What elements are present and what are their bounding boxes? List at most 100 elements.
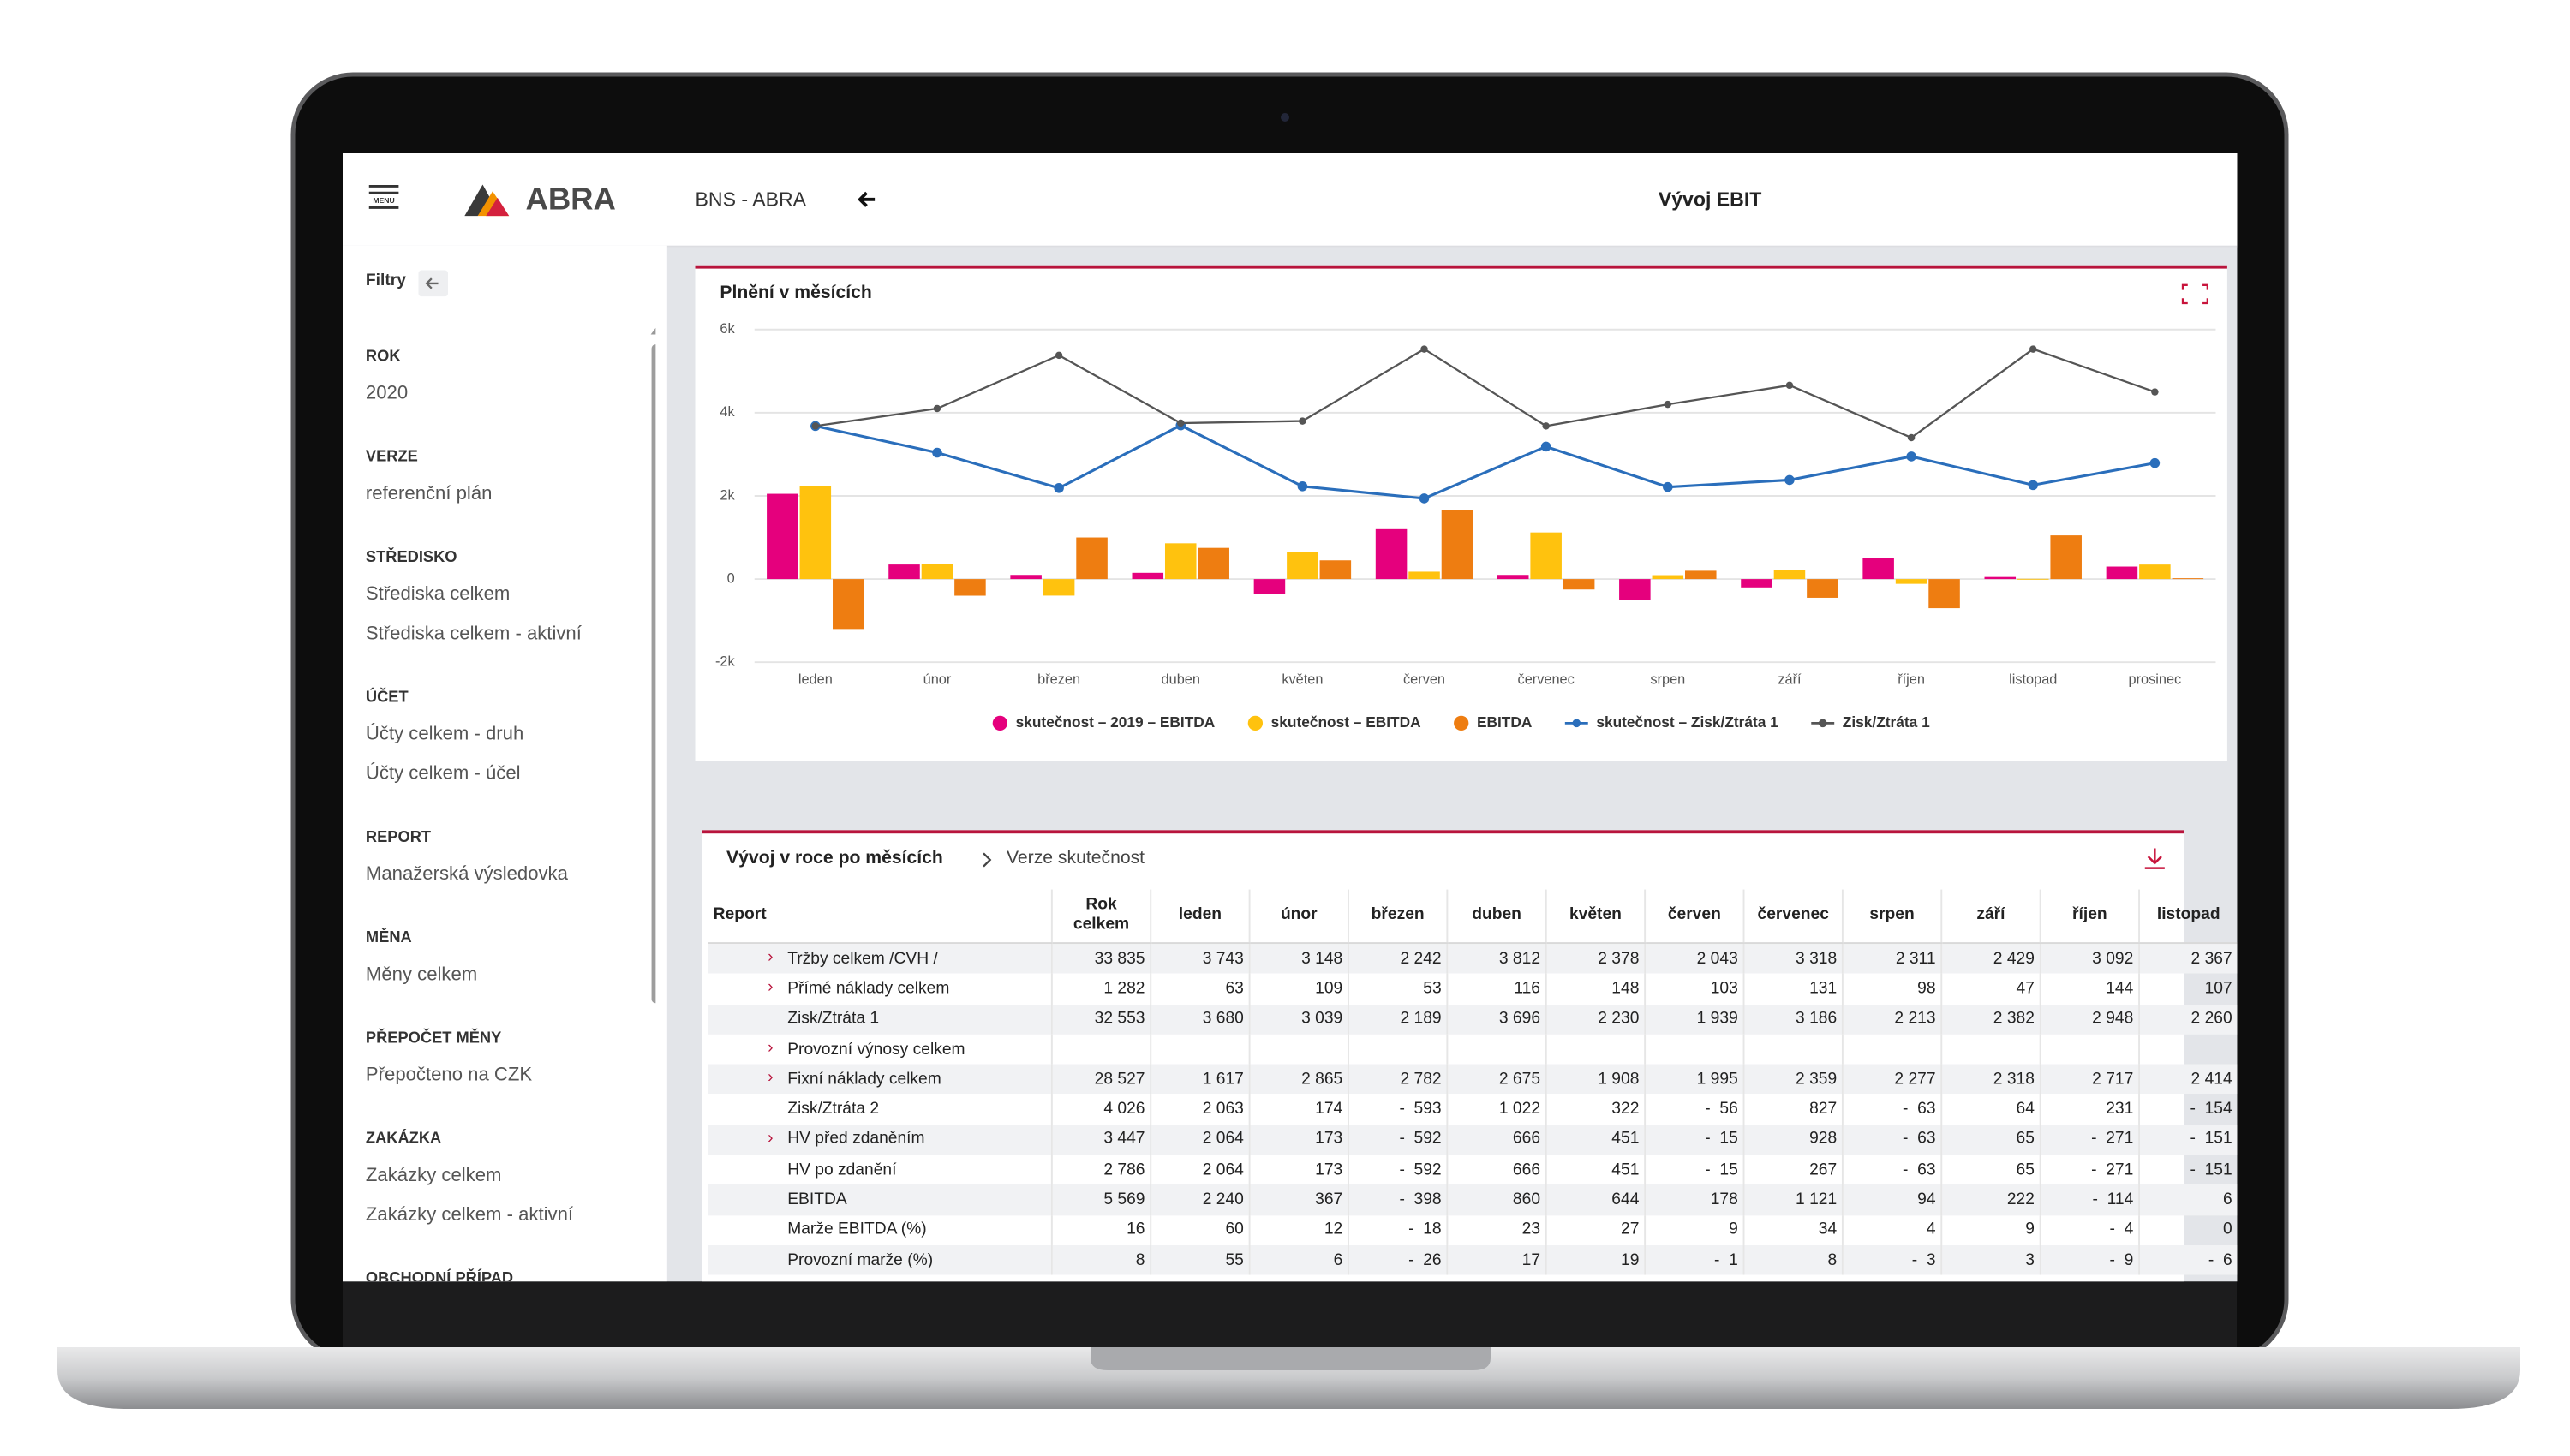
scroll-thumb [651,344,656,1004]
x-tick-label: listopad [2009,672,2057,688]
value-cell: 174 [1248,1094,1348,1125]
legend-swatch [1572,719,1581,728]
bar [1319,560,1352,580]
filter-label: ZAKÁZKA [365,1130,442,1149]
value-cell: 64 [1940,1094,2041,1125]
filter-value[interactable]: Střediska celkem - aktivní [365,624,582,645]
value-cell: 5 569 [1050,1184,1151,1215]
bar [1253,579,1286,594]
value-cell: 2 318 [1940,1064,2041,1095]
legend-item[interactable]: skutečnost – Zisk/Ztráta 1 [1564,713,1778,731]
table-subtitle[interactable]: Verze skutečnost [1006,848,1145,868]
filter-value[interactable]: Měny celkem [365,965,478,986]
value-cell [1841,1034,1942,1065]
value-cell: 6 [1248,1244,1348,1276]
bar [1198,547,1229,580]
bar [888,564,920,580]
value-cell: 451 [1545,1125,1646,1155]
value-cell: 47 [1940,974,2041,1005]
table-row: › Přímé náklady celkem 1 282 63 109 53 116 148 1… [708,974,2238,1005]
value-cell: 116 [1446,974,1546,1005]
back-button[interactable] [855,188,878,211]
line-point [1906,451,1916,462]
value-cell: 1 022 [1446,1094,1546,1125]
filter-value[interactable]: Střediska celkem [365,584,511,605]
row-label: Tržby celkem /CVH / [787,950,938,969]
expand-chevron[interactable]: › [768,1129,774,1149]
filter-value[interactable]: Účty celkem - účel [365,764,521,785]
bar [2050,535,2082,580]
filter-value[interactable]: Účty celkem - druh [365,725,524,745]
breadcrumb-chevron [983,852,992,868]
value-cell: - 151 [2138,1125,2238,1155]
row-label-cell: Provozní marže (%) [708,1244,1052,1276]
expand-button[interactable] [2181,283,2208,305]
value-cell [1248,1034,1348,1065]
expand-chevron[interactable]: › [768,1039,774,1058]
expand-chevron[interactable]: › [768,978,774,998]
x-tick-label: říjen [1898,672,1925,688]
value-cell [1940,1034,2041,1065]
app-header: MENU ABRA BNS - ABRA Vývoj EBIT [343,153,2238,248]
filter-value[interactable]: Přepočteno na CZK [365,1065,533,1086]
value-cell: - 271 [2039,1125,2140,1155]
column-header: červen [1644,889,1744,945]
column-header: srpen [1841,889,1942,945]
value-cell: 3 447 [1050,1125,1151,1155]
legend-item[interactable]: Zisk/Ztráta 1 [1811,713,1930,731]
value-cell: - 9 [2039,1244,2140,1276]
download-button[interactable] [2142,845,2168,872]
bar [1375,528,1408,580]
value-cell: 3 092 [2039,943,2140,975]
value-cell: 2 948 [2039,1004,2140,1035]
menu-button[interactable]: MENU [362,180,405,219]
column-header: září [1940,889,2041,945]
y-tick-label: 6k [720,321,735,337]
filter-value[interactable]: referenční plán [365,484,493,504]
value-cell: - 593 [1348,1094,1448,1125]
legend-label: skutečnost – EBITDA [1271,713,1421,731]
row-label: HV po zdanění [787,1161,897,1179]
value-cell: 3 680 [1150,1004,1250,1035]
menu-label: MENU [373,196,394,205]
expand-chevron[interactable]: › [768,1069,774,1088]
table-row: › HV před zdaněním 3 447 2 064 173- 592 666 45… [708,1125,2238,1155]
column-header: květen [1545,889,1646,945]
value-cell: 9 [1940,1214,2041,1245]
legend-item[interactable]: skutečnost – EBITDA [1247,713,1421,731]
row-label: HV před zdaněním [787,1131,925,1149]
breadcrumb[interactable]: BNS - ABRA [695,188,807,212]
value-cell: 2 675 [1446,1064,1546,1095]
row-label-cell: HV po zdanění [708,1155,1052,1184]
column-header: březen [1348,889,1448,945]
scrollbar[interactable] [649,325,656,1017]
legend-item[interactable]: EBITDA [1454,713,1533,731]
filter-value[interactable]: 2020 [365,384,409,404]
legend-swatch [1454,715,1469,731]
column-header: leden [1150,889,1250,945]
column-header: listopad [2138,889,2238,945]
bar [2106,566,2138,580]
value-cell: - 271 [2039,1155,2140,1185]
value-cell: 8 [1050,1244,1151,1276]
bar [1928,579,1960,609]
value-cell: 860 [1446,1184,1546,1215]
line-point [2029,345,2037,353]
chart-title: Plnění v měsících [720,283,871,302]
value-cell: - 592 [1348,1125,1448,1155]
line-point [2149,457,2161,468]
legend-swatch [992,715,1008,731]
filter-value[interactable]: Zakázky celkem - aktivní [365,1205,574,1226]
table-row: EBITDA 5 569 2 240 367- 398 860 644 178 1 121 94… [708,1184,2238,1215]
filter-value[interactable]: Zakázky celkem [365,1166,502,1186]
value-cell: 644 [1545,1184,1646,1215]
filter-value[interactable]: Manažerská výsledovka [365,864,568,885]
expand-chevron[interactable]: › [768,948,774,967]
legend-item[interactable]: skutečnost – 2019 – EBITDA [992,713,1216,731]
filters-collapse[interactable] [418,270,449,297]
value-cell: 9 [1644,1214,1744,1245]
value-cell: 2 429 [1940,943,2041,975]
row-label-cell: › HV před zdaněním [708,1125,1052,1155]
line-point [1664,400,1672,409]
